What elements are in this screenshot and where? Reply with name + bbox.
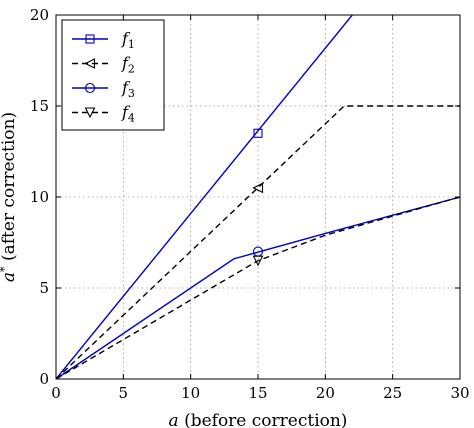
legend-label-f4: f4: [121, 103, 135, 125]
series-marker-f2: [252, 182, 264, 194]
y-axis-label-desc: (after correction): [0, 112, 19, 267]
series-line-f3: [56, 196, 460, 379]
x-tick-label: 30: [450, 384, 469, 402]
series-marker-f1: [253, 128, 263, 138]
y-tick-label: 5: [39, 279, 49, 297]
x-axis-label: a (before correction): [169, 411, 348, 428]
legend-marker-f1: [85, 34, 95, 44]
series-line-f1: [56, 15, 353, 379]
x-tick-labels: 0 5 10 15 20 25 30: [51, 384, 469, 402]
x-tick-label: 10: [181, 384, 200, 402]
series-lines: [56, 15, 460, 379]
legend-marker-f3: [84, 82, 96, 94]
y-axis-label-star: *: [0, 266, 11, 272]
legend-marker-f2: [84, 58, 96, 69]
y-tick-label: 20: [30, 6, 49, 24]
legend-label-f2: f2: [121, 54, 135, 76]
series-line-f4: [56, 196, 460, 379]
y-tick-labels: 0 5 10 15 20: [30, 6, 49, 388]
series-marker-f4: [252, 255, 264, 267]
y-tick-label: 15: [30, 97, 49, 115]
x-tick-label: 0: [51, 384, 61, 402]
legend-marker-f4: [84, 107, 96, 119]
legend-box: [61, 19, 165, 131]
x-axis-label-desc: (before correction): [179, 411, 348, 428]
y-axis-label-var: a: [0, 272, 19, 282]
y-axis-label: a* (after correction): [0, 112, 19, 282]
y-tick-label: 10: [30, 188, 49, 206]
y-tick-label: 0: [39, 370, 49, 388]
x-tick-label: 15: [248, 384, 267, 402]
x-tick-label: 20: [316, 384, 335, 402]
x-tick-label: 25: [383, 384, 402, 402]
series-line-f2: [56, 105, 460, 379]
x-axis-label-var: a: [169, 411, 179, 428]
series-markers: [252, 128, 264, 267]
legend-label-f1: f1: [121, 29, 135, 51]
axis-ticks: [55, 14, 461, 380]
legend-label-f3: f3: [121, 78, 135, 100]
x-tick-label: 5: [119, 384, 129, 402]
